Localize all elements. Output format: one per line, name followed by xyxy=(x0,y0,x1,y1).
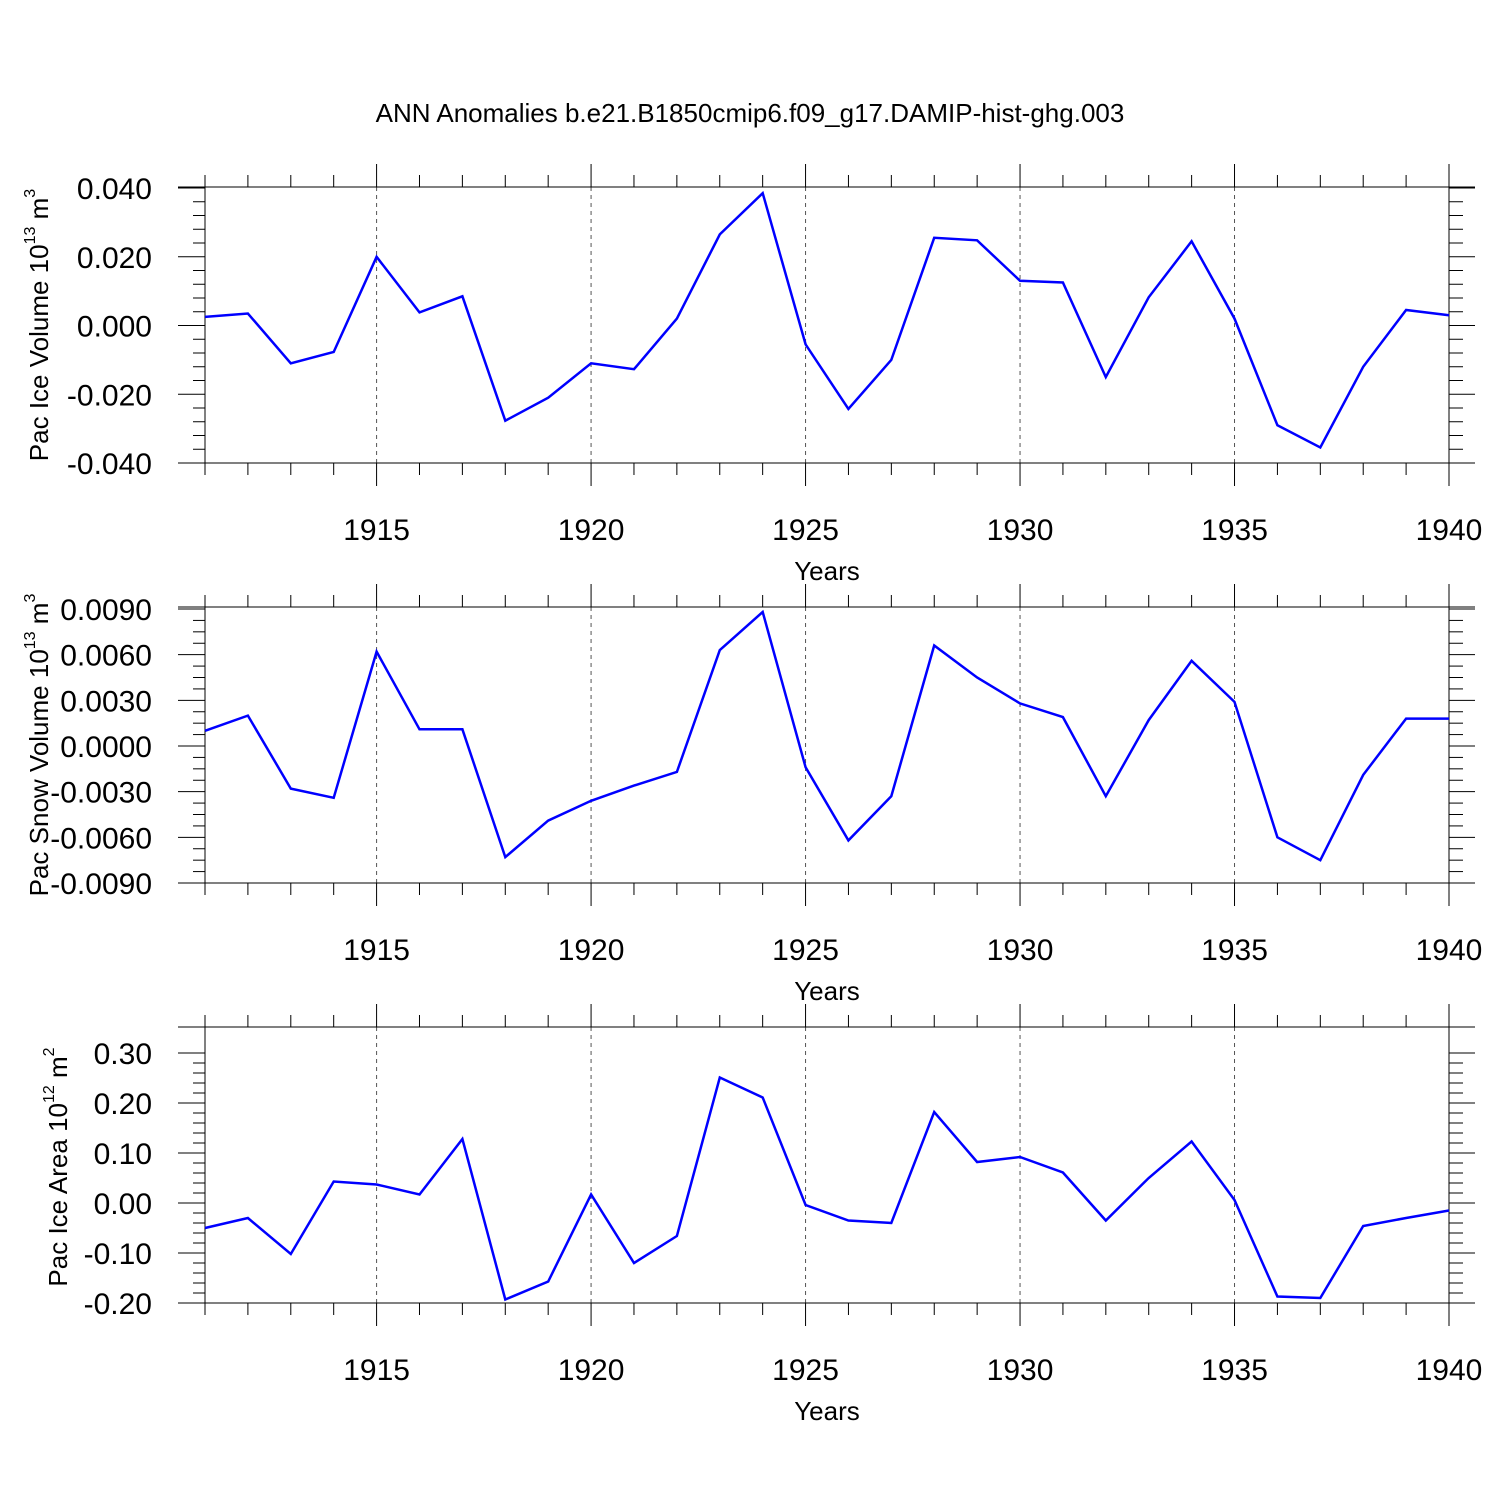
x-tick-label: 1925 xyxy=(772,934,839,967)
x-tick-label: 1920 xyxy=(558,514,625,547)
panel-1: -0.040 -0.020 0.000 0.020 0.040 1915 1920 1925 1… xyxy=(22,164,1482,586)
y-tick-label: -0.20 xyxy=(84,1288,152,1321)
x-tick-label: 1915 xyxy=(343,514,410,547)
x-tick-label: 1935 xyxy=(1201,1354,1268,1387)
panel-3: -0.20 -0.10 0.00 0.10 0.20 0.30 1915 1920 1925 19… xyxy=(41,1004,1482,1426)
y-tick-label: 0.30 xyxy=(94,1038,152,1071)
y-tick-label: 0.0090 xyxy=(60,594,152,627)
y-tick-label: -0.0030 xyxy=(50,777,152,810)
x-tick-label: 1920 xyxy=(558,1354,625,1387)
x-tick-label: 1935 xyxy=(1201,934,1268,967)
x-tick-label: 1940 xyxy=(1416,1354,1483,1387)
y-tick-label: 0.10 xyxy=(94,1138,152,1171)
x-tick-label: 1920 xyxy=(558,934,625,967)
y-tick-label: 0.000 xyxy=(77,311,152,344)
x-tick-label: 1915 xyxy=(343,934,410,967)
y-tick-label: -0.10 xyxy=(84,1238,152,1271)
y-tick-label: -0.0090 xyxy=(50,868,152,901)
series-line xyxy=(204,1075,1450,1302)
x-axis-label: Years xyxy=(794,1396,860,1426)
y-tick-label: 0.0000 xyxy=(60,731,152,764)
x-axis-label: Years xyxy=(794,556,860,586)
series-line xyxy=(204,609,1449,862)
y-axis-label: Pac Ice Area 1012 m2 xyxy=(41,1047,73,1286)
x-tick-label: 1930 xyxy=(987,514,1054,547)
y-tick-label: 0.040 xyxy=(77,173,152,206)
y-tick-label: -0.040 xyxy=(67,448,152,481)
x-tick-label: 1940 xyxy=(1416,514,1483,547)
y-tick-label: 0.0030 xyxy=(60,685,152,718)
x-tick-label: 1915 xyxy=(343,1354,410,1387)
x-tick-label: 1925 xyxy=(772,514,839,547)
y-tick-label: 0.20 xyxy=(94,1088,152,1121)
y-axis-label: Pac Ice Volume 1013 m3 xyxy=(22,189,54,462)
x-tick-label: 1925 xyxy=(772,1354,839,1387)
x-tick-label: 1940 xyxy=(1416,934,1483,967)
x-tick-label: 1935 xyxy=(1201,514,1268,547)
figure-title: ANN Anomalies b.e21.B1850cmip6.f09_g17.D… xyxy=(375,98,1125,128)
y-tick-label: 0.00 xyxy=(94,1188,152,1221)
x-tick-label: 1930 xyxy=(987,1354,1054,1387)
y-tick-label: -0.020 xyxy=(67,379,152,412)
y-tick-label: -0.0060 xyxy=(50,822,152,855)
y-tick-label: 0.020 xyxy=(77,242,152,275)
x-axis-label: Years xyxy=(794,976,860,1006)
panel-2: -0.0090 -0.0060 -0.0030 0.0000 0.0030 0.0060 0… xyxy=(22,584,1482,1006)
y-tick-label: 0.0060 xyxy=(60,640,152,673)
y-axis-label: Pac Snow Volume 1013 m3 xyxy=(22,594,54,897)
x-tick-label: 1930 xyxy=(987,934,1054,967)
series-line xyxy=(204,190,1450,450)
